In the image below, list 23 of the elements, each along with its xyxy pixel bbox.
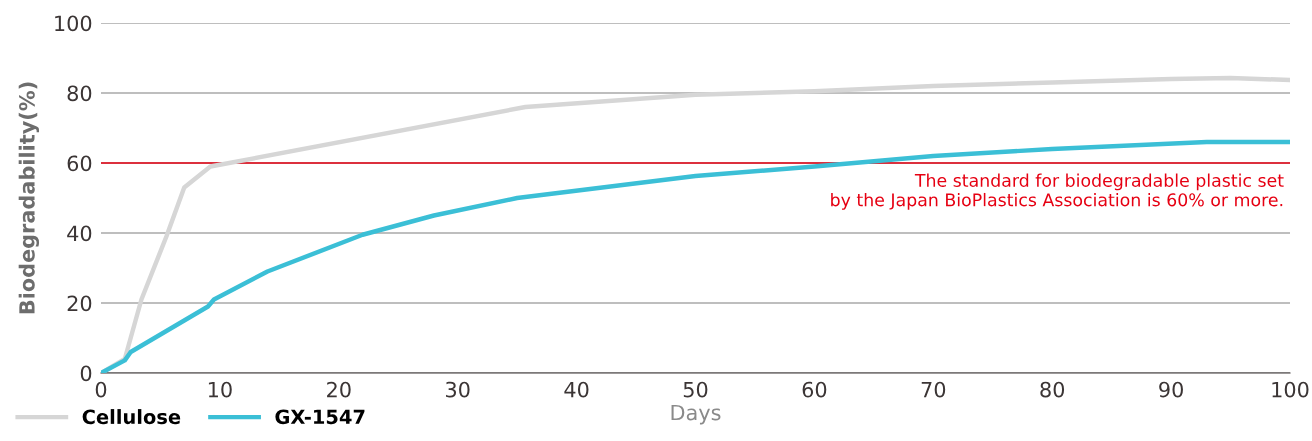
x-tick-label: 40 [564,381,589,398]
legend-label: GX-1547 [275,409,365,425]
y-tick-label: 40 [67,225,92,242]
y-tick-label: 60 [67,155,92,172]
ref-line-label: The standard for biodegradable plastic set by the Japan BioPlastics Association is 60% or more. [831,173,1284,210]
line-series [101,139,1290,373]
x-tick-label: 90 [1159,381,1183,398]
y-tick-label: 20 [67,295,92,312]
x-tick-label: 0 [95,381,107,398]
x-tick-label: 20 [327,381,351,398]
y-tick-label: 100 [55,15,92,32]
x-tick-label: 30 [446,381,470,398]
y-tick-label: 0 [80,365,92,382]
x-tick-label: 50 [683,381,708,398]
x-tick-label: 70 [921,381,946,398]
y-tick-label: 80 [67,85,92,102]
x-tick-label: 60 [802,381,827,398]
y-axis-title: Biodegradability(%) [18,82,40,314]
x-tick-label: 10 [208,381,232,398]
legend-label: Cellulose [82,409,181,425]
x-tick-label: 80 [1040,381,1065,398]
x-axis-title: Days [671,404,721,425]
x-tick-label: 100 [1272,381,1309,398]
